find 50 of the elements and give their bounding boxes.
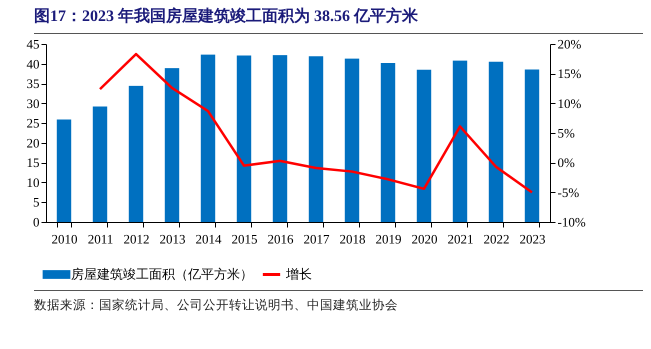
y2-tick-label: -10%: [558, 214, 586, 230]
x-tick-label: 2018: [340, 232, 366, 246]
bar: [344, 58, 360, 222]
y2-tick-label: -5%: [558, 184, 580, 200]
y-tick-label: 40: [26, 56, 40, 72]
y-tick-label: 5: [33, 194, 40, 210]
y2-tick-label: 15%: [558, 66, 582, 82]
y2-tick-label: 20%: [558, 36, 582, 52]
bar: [92, 106, 108, 222]
x-tick-label: 2022: [484, 232, 510, 246]
x-tick-label: 2021: [448, 232, 474, 246]
bar: [524, 69, 540, 222]
y-tick-label: 20: [26, 135, 40, 150]
bar: [416, 70, 432, 222]
line-series: [98, 52, 534, 194]
x-tick-label: 2019: [376, 232, 402, 246]
x-tick-label: 2015: [232, 232, 258, 246]
x-tick-label: 2011: [88, 232, 114, 246]
bar: [164, 68, 180, 222]
bar: [236, 55, 252, 222]
bar: [272, 55, 288, 222]
bar: [488, 62, 504, 222]
source-note: 数据来源：国家统计局、公司公开转让说明书、中国建筑业协会: [34, 290, 643, 314]
bar: [128, 86, 144, 222]
y-tick-label: 35: [26, 76, 40, 92]
y-tick-label: 10: [26, 174, 40, 190]
y2-tick-label: 5%: [558, 126, 575, 140]
bar: [380, 62, 396, 222]
bar: [200, 54, 216, 222]
x-tick-label: 2012: [124, 232, 150, 246]
legend-label: 增长: [285, 266, 312, 282]
y-tick-label: 0: [33, 214, 40, 230]
x-tick-label: 2020: [412, 232, 438, 246]
bar: [452, 60, 468, 222]
bar: [308, 56, 324, 222]
chart-title: 图17：2023 年我国房屋建筑竣工面积为 38.56 亿平方米: [34, 6, 643, 34]
y-tick-label: 30: [26, 96, 40, 111]
x-tick-label: 2014: [196, 232, 222, 246]
y-tick-label: 45: [26, 36, 40, 52]
x-tick-label: 2013: [160, 232, 186, 246]
x-tick-label: 2016: [268, 232, 294, 246]
x-tick-label: 2017: [304, 232, 330, 246]
x-tick-label: 2010: [52, 232, 78, 246]
legend-label: 房屋建筑竣工面积（亿平方米）: [71, 266, 253, 282]
y2-tick-label: 10%: [558, 96, 582, 111]
bar: [56, 120, 72, 222]
y-tick-label: 15: [26, 155, 40, 170]
y2-tick-label: 0%: [558, 155, 575, 170]
y-tick-label: 25: [26, 116, 40, 131]
x-tick-label: 2023: [520, 232, 546, 246]
